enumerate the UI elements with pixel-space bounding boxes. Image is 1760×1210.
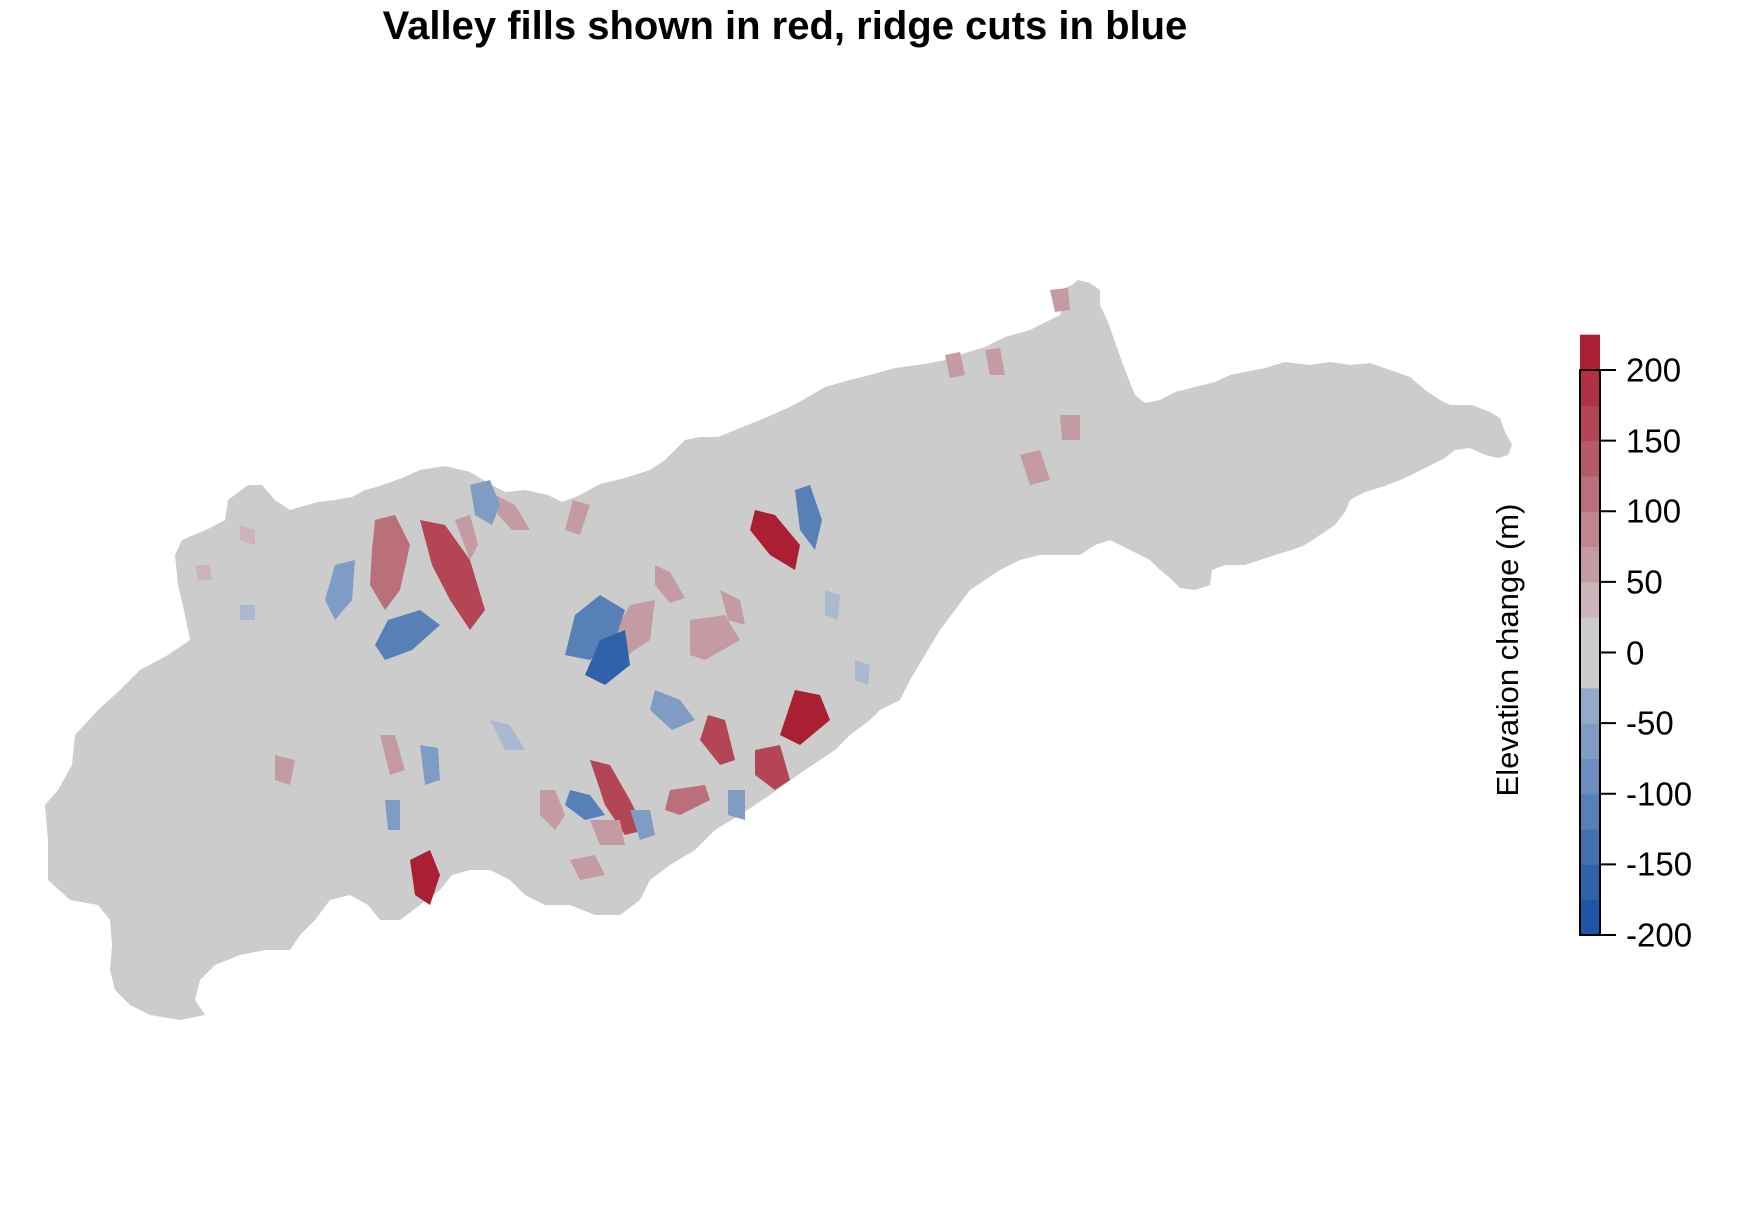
valley-fill-patches [195, 288, 1080, 905]
valley-fill-patch [565, 500, 590, 535]
ridge-cut-patch [490, 720, 525, 750]
valley-fill-patch [570, 855, 605, 880]
valley-fill-patch [590, 820, 625, 845]
valley-fill-patch [750, 510, 800, 570]
ridge-cut-patch [585, 630, 630, 685]
legend-tick-label: -150 [1626, 845, 1693, 883]
ridge-cut-patch [470, 480, 500, 525]
valley-fill-patch [655, 565, 685, 603]
legend-band [1580, 581, 1600, 618]
legend-band [1580, 758, 1600, 795]
legend-band [1580, 475, 1600, 512]
valley-fill-patch [780, 690, 830, 745]
legend-tick-label: 50 [1626, 563, 1663, 601]
valley-fill-patch [370, 515, 410, 610]
valley-fill-patch [720, 590, 745, 625]
legend-color-bar [1579, 334, 1601, 936]
valley-fill-patch [665, 785, 710, 815]
legend-band [1580, 405, 1600, 442]
ridge-cut-patch [650, 690, 695, 730]
valley-fill-patch [1050, 288, 1070, 312]
legend-band [1580, 829, 1600, 865]
valley-fill-patch [420, 520, 485, 630]
ridge-cut-patch [325, 560, 355, 620]
valley-fill-patch [1060, 415, 1080, 440]
legend-tick-label: -50 [1626, 704, 1674, 742]
legend-tick-label: -100 [1626, 775, 1693, 813]
legend-band [1580, 864, 1600, 901]
legend-band [1580, 899, 1600, 936]
valley-fill-patch [195, 565, 212, 580]
legend-band [1580, 617, 1600, 689]
valley-fill-patch [1020, 450, 1050, 485]
legend-band [1580, 723, 1600, 759]
legend-band [1580, 546, 1600, 583]
legend-tick-label: 0 [1626, 634, 1645, 671]
valley-fill-patch [455, 515, 478, 560]
ridge-cut-patch [240, 605, 255, 620]
ridge-cut-patches [240, 480, 870, 840]
valley-fill-patch [540, 790, 565, 830]
ridge-cut-patch [728, 790, 745, 820]
legend-tick-label: 200 [1626, 351, 1682, 389]
ridge-cut-patch [795, 485, 822, 550]
ridge-cut-patch [420, 745, 440, 785]
legend-tick-label: -200 [1626, 916, 1693, 954]
ridge-cut-patch [855, 660, 870, 685]
valley-fill-patch [700, 715, 735, 765]
ridge-cut-patch [825, 590, 840, 620]
legend-band [1580, 370, 1600, 406]
ridge-cut-patch [375, 610, 440, 660]
legend-band [1580, 511, 1600, 548]
legend-band [1580, 793, 1600, 830]
legend-ticks [1600, 369, 1616, 936]
valley-fill-patch [985, 348, 1005, 375]
legend-tick-label: 100 [1626, 492, 1682, 530]
legend-band [1580, 440, 1600, 477]
legend-title: Elevation change (m) [1490, 503, 1525, 797]
ridge-cut-patch [385, 800, 400, 830]
legend-tick-label: 150 [1626, 422, 1682, 460]
ridge-cut-patch [630, 810, 655, 840]
valley-fill-patch [945, 352, 965, 378]
watershed-area [45, 280, 1512, 1020]
valley-fill-patch [590, 760, 645, 835]
valley-fill-patch [410, 850, 440, 905]
ridge-cut-patch [565, 790, 605, 820]
page-title: Valley fills shown in red, ridge cuts in… [382, 4, 1188, 48]
legend-band [1580, 334, 1600, 371]
valley-fill-patch [240, 525, 255, 545]
valley-fill-patch [380, 735, 405, 775]
valley-fill-patch [495, 495, 530, 530]
valley-fill-patch [275, 755, 295, 785]
legend-band [1580, 687, 1600, 724]
valley-fill-patch [755, 745, 790, 790]
valley-fill-patch [690, 615, 740, 660]
